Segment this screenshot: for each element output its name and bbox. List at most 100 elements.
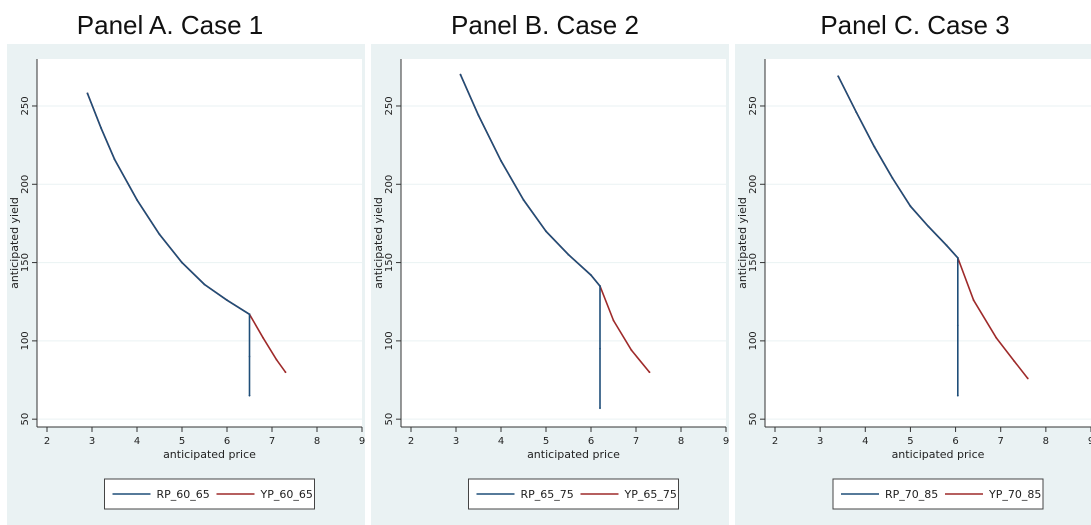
legend-label: RP_60_65: [157, 488, 210, 501]
series-line: [837, 75, 959, 396]
x-tick-label: 9: [1088, 436, 1091, 447]
data-point: [599, 347, 601, 350]
legend-label: RP_65_75: [521, 488, 574, 501]
data-point: [855, 111, 858, 114]
series-line: [459, 74, 601, 409]
panel-c-chart: 50 100 150 200 250 2 3 4 5 6 7 8 9 anticipated price a…: [735, 44, 1091, 525]
data-point: [477, 114, 480, 117]
y-tick-label: 50: [748, 413, 759, 426]
data-point: [226, 299, 228, 302]
x-tick-label: 3: [89, 436, 95, 447]
y-tick-label: 150: [20, 253, 31, 272]
panel-b-svg: 50 100 150 200 250 2 3 4 5 6 7 8 9 anticipated price a…: [372, 59, 729, 510]
x-tick-label: 4: [862, 436, 868, 447]
y-axis-label: anticipated yield: [372, 197, 385, 289]
data-point: [945, 244, 948, 247]
x-tick-label: 4: [498, 436, 504, 447]
x-tick-label: 7: [998, 436, 1004, 447]
x-tick-label: 8: [314, 436, 320, 447]
x-tick-label: 7: [633, 436, 639, 447]
x-tick-label: 4: [134, 436, 140, 447]
y-tick-label: 150: [384, 253, 395, 272]
data-point: [630, 349, 633, 352]
y-tick-label: 200: [20, 175, 31, 194]
x-tick-label: 3: [817, 436, 823, 447]
y-tick-label: 50: [20, 413, 31, 426]
x-tick-label: 2: [44, 436, 50, 447]
data-point: [522, 199, 525, 201]
data-point: [956, 324, 959, 327]
legend-label: YP_65_75: [624, 488, 677, 501]
data-point: [956, 256, 959, 259]
y-tick-label: 150: [748, 253, 759, 272]
data-point: [837, 75, 840, 78]
data-point: [500, 159, 502, 162]
data-point: [972, 299, 975, 302]
y-axis-label: anticipated yield: [8, 197, 21, 289]
data-point: [181, 261, 183, 264]
x-tick-label: 5: [543, 436, 549, 447]
data-point: [927, 225, 930, 228]
y-tick-label: 200: [384, 175, 395, 194]
y-tick-label: 100: [748, 331, 759, 350]
data-point: [1013, 360, 1016, 363]
x-tick-label: 2: [772, 436, 778, 447]
x-tick-label: 5: [179, 436, 185, 447]
data-point: [86, 92, 89, 95]
data-point: [158, 233, 161, 236]
x-tick-label: 9: [359, 436, 365, 447]
y-tick-label: 200: [748, 175, 759, 194]
y-tick-label: 250: [748, 96, 759, 115]
data-point: [995, 336, 998, 339]
plot-area: [401, 59, 726, 427]
panel-a-chart: 50 100 150 200 250 2 3 4 5 6 7 8 9 anticipated price a…: [7, 44, 365, 525]
y-tick-label: 250: [20, 96, 31, 115]
y-tick-label: 250: [384, 96, 395, 115]
legend-label: YP_70_85: [988, 488, 1041, 501]
data-point: [284, 371, 287, 374]
data-point: [545, 230, 547, 233]
y-axis-label: anticipated yield: [736, 197, 749, 289]
data-point: [590, 274, 592, 277]
data-point: [113, 158, 116, 161]
data-point: [1026, 377, 1029, 380]
data-point: [275, 358, 278, 361]
panel-c-title: Panel C. Case 3: [820, 10, 1010, 40]
panel-c-svg: 50 100 150 200 250 2 3 4 5 6 7 8 9 anticipated price a…: [736, 59, 1091, 510]
x-tick-label: 7: [269, 436, 275, 447]
x-tick-label: 8: [1043, 436, 1049, 447]
x-tick-label: 3: [453, 436, 459, 447]
panel-b-chart: 50 100 150 200 250 2 3 4 5 6 7 8 9 anticipated price a…: [371, 44, 729, 525]
x-tick-label: 2: [408, 436, 414, 447]
panel-a-title: Panel A. Case 1: [76, 10, 264, 40]
legend-label: RP_70_85: [885, 488, 938, 501]
plot-area: [765, 59, 1091, 427]
data-point: [909, 205, 912, 208]
y-tick-label: 50: [384, 413, 395, 426]
data-point: [248, 355, 251, 358]
plot-area: [37, 59, 362, 427]
x-tick-label: 5: [907, 436, 913, 447]
data-point: [956, 394, 959, 397]
data-point: [248, 313, 251, 316]
data-point: [873, 145, 876, 148]
data-point: [459, 73, 462, 76]
data-point: [136, 199, 138, 201]
data-point: [599, 407, 601, 410]
y-tick-label: 100: [384, 331, 395, 350]
data-point: [248, 394, 251, 397]
panel-b-title: Panel B. Case 2: [451, 10, 639, 40]
x-tick-label: 6: [952, 436, 958, 447]
x-axis-label: anticipated price: [163, 448, 256, 461]
data-point: [203, 283, 206, 286]
data-point: [612, 319, 615, 322]
data-point: [599, 285, 601, 287]
x-tick-label: 9: [723, 436, 729, 447]
data-point: [262, 336, 264, 339]
x-axis-label: anticipated price: [527, 448, 620, 461]
panel-a-svg: 50 100 150 200 250 2 3 4 5 6 7 8 9 anticipated price a…: [8, 59, 365, 510]
x-axis-label: anticipated price: [892, 448, 985, 461]
x-tick-label: 6: [224, 436, 230, 447]
data-point: [891, 177, 894, 179]
data-point: [567, 253, 570, 256]
